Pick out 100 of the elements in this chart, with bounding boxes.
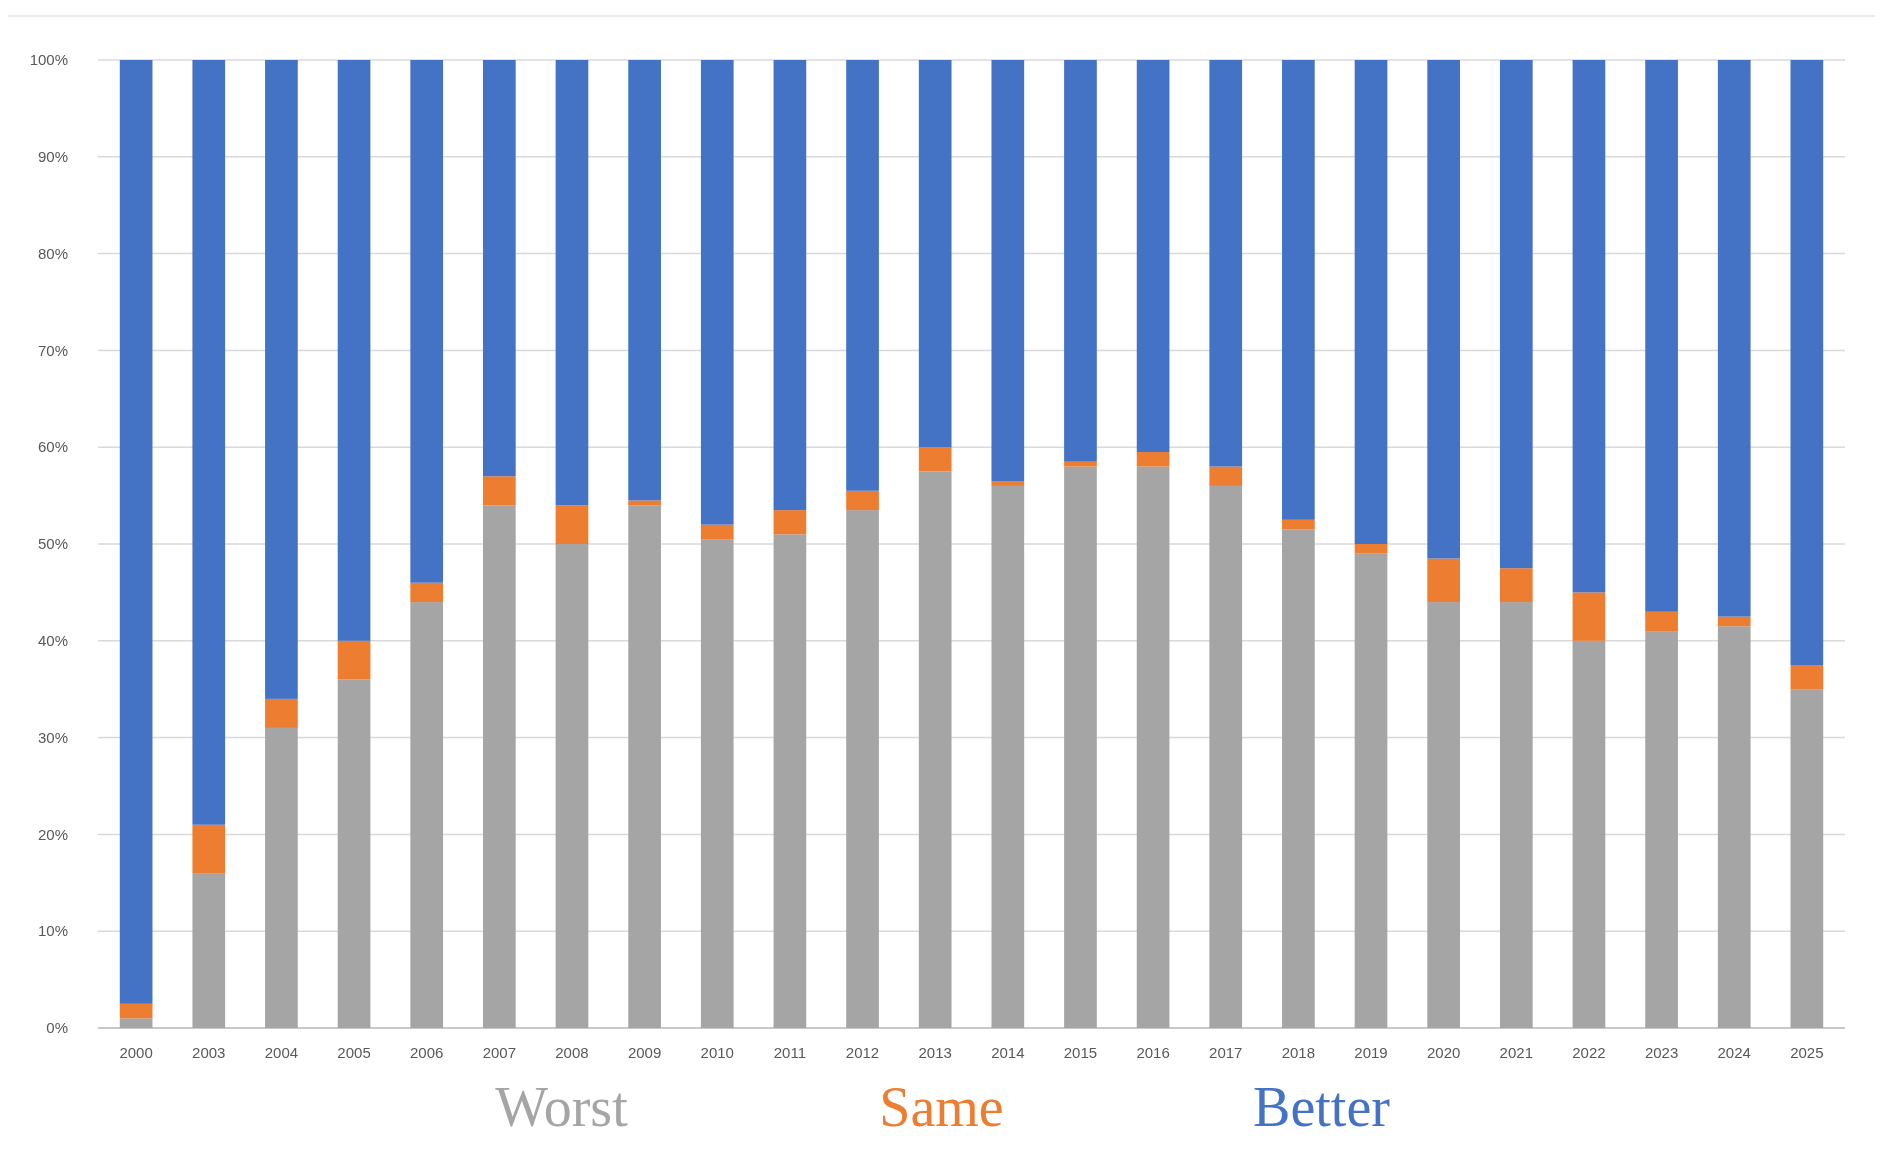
x-tick-label: 2020 [1426,1044,1461,1061]
bar [1209,60,1243,467]
bar [1645,60,1678,612]
bar [846,60,879,491]
bar [119,60,153,1004]
x-tick-label: 2014 [991,1044,1025,1061]
x-tick-label: 2025 [1790,1044,1824,1061]
y-tick-label: 40% [37,632,68,650]
bar [1717,616,1751,627]
x-tick-label: 2022 [1572,1044,1606,1061]
y-tick-label: 90% [37,148,68,166]
bar [1645,611,1678,632]
bar [1572,640,1606,1028]
bar [1354,544,1388,554]
bar [555,544,589,1028]
bar [1064,60,1097,462]
bar [410,582,444,603]
bar [773,60,807,511]
series-label: Worst [495,1076,629,1138]
bar [1790,665,1824,690]
bar [1282,60,1315,520]
bar [1209,485,1243,1028]
bar [482,60,516,477]
bar [1354,60,1388,544]
x-tick-label: 2024 [1717,1044,1751,1061]
bar [1136,452,1170,467]
bar [991,60,1025,482]
bar [628,500,661,506]
x-tick-label: 2016 [1136,1044,1170,1061]
bar [1064,461,1097,467]
x-tick-label: 2003 [192,1044,226,1061]
bar [991,481,1025,486]
bar [773,510,807,535]
y-tick-label: 60% [37,438,68,456]
y-tick-label: 70% [37,341,68,359]
bar [1790,689,1824,1028]
bar [265,727,298,1028]
x-tick-label: 2019 [1354,1044,1388,1061]
bar [1282,529,1315,1028]
bar [1354,553,1388,1028]
text: Same [879,1076,1004,1138]
bar [1499,60,1533,569]
y-tick-label: 100% [29,51,68,69]
bar [1572,60,1606,593]
bar [410,60,444,583]
y-tick-label: 50% [37,535,68,553]
bar [773,534,807,1028]
x-tick-label: 2007 [482,1044,517,1061]
bar [1136,466,1170,1028]
x-tick-label: 2017 [1209,1044,1243,1061]
bar [337,640,371,680]
bar [991,485,1025,1028]
bar [265,698,298,728]
bar [700,539,734,1028]
bar [1499,568,1533,603]
bar [628,60,661,501]
x-tick-label: 2018 [1281,1044,1316,1061]
bar [1064,466,1097,1028]
y-tick-label: 30% [37,728,68,746]
bar [628,505,661,1028]
bar [192,60,226,825]
bar [846,510,879,1028]
x-tick-label: 2010 [700,1044,734,1061]
x-tick-label: 2012 [845,1044,880,1061]
bar [1427,602,1461,1028]
bar [1427,558,1461,603]
x-tick-label: 2005 [337,1044,371,1061]
y-tick-label: 80% [37,244,68,262]
bar [337,60,371,641]
x-tick-label: 2000 [119,1044,153,1061]
text: Better [1253,1076,1391,1138]
y-tick-label: 0% [46,1019,68,1037]
bar [119,1003,153,1019]
bar [555,505,589,544]
bar [1790,60,1824,665]
bar [1717,626,1751,1028]
bar [918,60,952,448]
bar [555,60,589,506]
bar [482,505,516,1028]
y-tick-label: 20% [37,825,68,843]
bar [918,447,952,472]
x-tick-label: 2011 [773,1044,807,1061]
bar [918,471,952,1028]
bar [265,60,298,699]
x-tick-label: 2021 [1499,1044,1533,1061]
x-tick-label: 2008 [555,1044,589,1061]
bar [1282,519,1315,530]
bar [192,824,226,874]
bar [1209,466,1243,486]
bar [700,60,734,525]
bar [337,679,371,1028]
x-tick-label: 2013 [918,1044,952,1061]
bar [700,524,734,540]
bar [192,873,226,1028]
x-tick-label: 2015 [1063,1044,1098,1061]
x-tick-label: 2006 [410,1044,444,1061]
x-tick-label: 2009 [627,1044,662,1061]
bar [1427,60,1461,559]
x-tick-label: 2023 [1644,1044,1679,1061]
bar [1499,602,1533,1028]
